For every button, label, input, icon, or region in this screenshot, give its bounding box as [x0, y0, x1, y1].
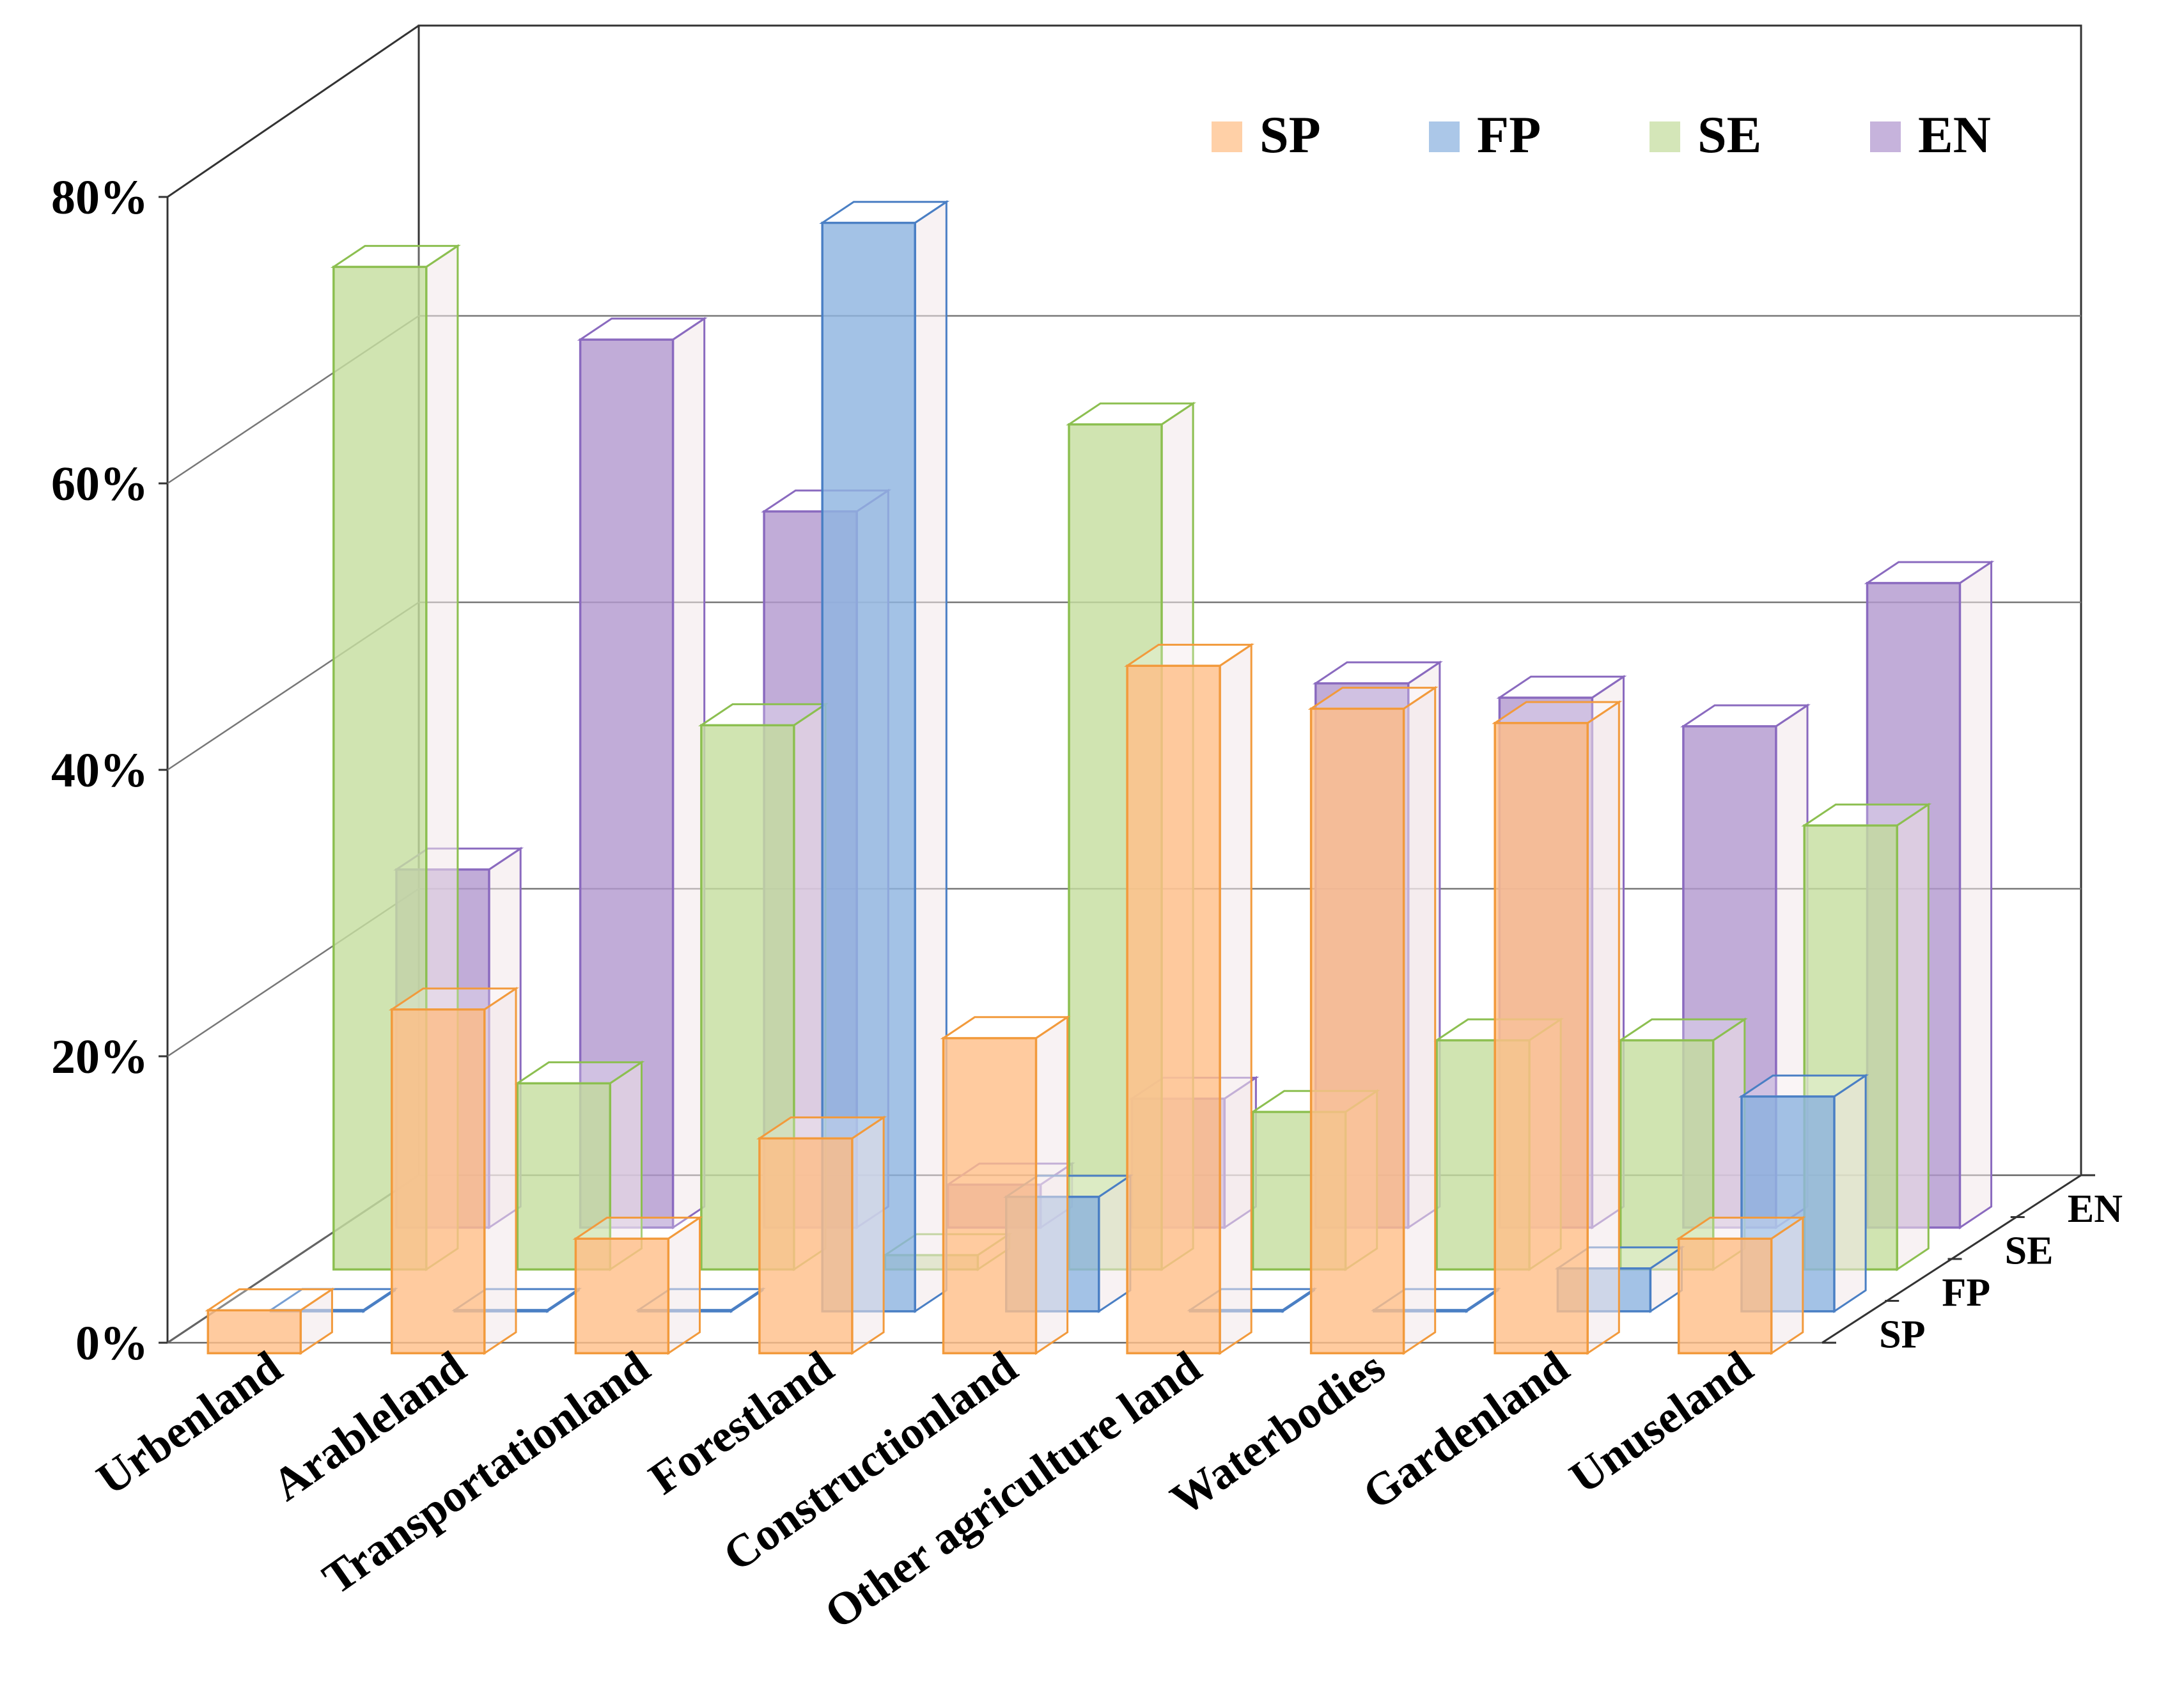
legend-label: SP [1260, 106, 1321, 164]
y-tick-label: 60% [51, 457, 148, 511]
bar-waterbodies-sp [1307, 685, 1439, 1356]
bar-top-face [1307, 687, 1439, 710]
bar-side-face [1896, 802, 1930, 1272]
bar-front-face [1309, 707, 1405, 1355]
bar-arableland-se [514, 1060, 645, 1272]
depth-label-en: EN [2068, 1187, 2123, 1231]
bar-side-face [914, 199, 948, 1313]
bar-side-face [1833, 1074, 1867, 1313]
bar-arableland-en [577, 316, 708, 1230]
bar-top-face [1738, 1074, 1869, 1098]
y-tick-label: 80% [51, 171, 148, 224]
legend-label: EN [1918, 106, 1991, 164]
depth-label-fp: FP [1942, 1271, 1990, 1315]
chart-legend: SP FP SE EN [1212, 106, 1991, 164]
bar-top-face [1312, 661, 1443, 685]
bar-top-face [1124, 643, 1255, 667]
bar-urbenland-sp [205, 1287, 336, 1356]
bar-constructionland-sp [940, 1015, 1071, 1356]
bar-side-face [1403, 685, 1437, 1356]
bar-gardenland-se [1617, 1017, 1748, 1272]
bar-top-face [819, 201, 950, 224]
bar-top-face [572, 1216, 703, 1240]
bar-front-face [574, 1237, 670, 1355]
bar-side-face [851, 1115, 885, 1356]
legend-label: FP [1477, 106, 1541, 164]
bar-side-face [672, 316, 706, 1230]
bar-top-face [577, 317, 708, 341]
bar-side-face [1959, 560, 1993, 1230]
legend-item-en: EN [1870, 106, 1991, 164]
depth-label-sp: SP [1879, 1313, 1925, 1356]
bar-top-face [756, 1116, 887, 1139]
depth-label-se: SE [2005, 1229, 2054, 1272]
chart-bars [205, 199, 1995, 1356]
bar-top-face [205, 1288, 336, 1311]
y-tick-label: 40% [51, 744, 148, 797]
bar-forestland-fp [819, 199, 950, 1313]
bar-other-agriculture-land-sp [1124, 643, 1255, 1356]
bar-front-face [942, 1036, 1038, 1355]
legend-swatch [1870, 121, 1901, 152]
bar-top-face [1492, 701, 1623, 724]
bar-transportationland-se [698, 702, 829, 1272]
bar-top-face [1066, 402, 1197, 426]
bar-front-face [391, 1008, 486, 1355]
bar-top-face [1864, 561, 1995, 584]
bar-side-face [667, 1215, 701, 1356]
bar-top-face [330, 245, 461, 268]
category-label-transportationland: Transportationland [313, 1341, 659, 1604]
bar-side-face [1586, 700, 1620, 1356]
bar-front-face [1126, 664, 1221, 1355]
bar-side-face [483, 987, 517, 1356]
category-label-unuseland: Unuseland [1561, 1341, 1762, 1504]
legend-swatch [1429, 121, 1460, 152]
legend-item-se: SE [1650, 106, 1761, 164]
y-tick-label: 20% [51, 1030, 148, 1084]
bar-forestland-sp [756, 1115, 887, 1356]
bar-gardenland-sp [1492, 700, 1623, 1356]
bar-top-face [1496, 675, 1627, 699]
bar-side-face [1770, 1215, 1804, 1356]
legend-swatch [1212, 121, 1242, 152]
bar-side-face [1219, 643, 1252, 1356]
bar-top-face [388, 987, 519, 1011]
bar-top-face [514, 1061, 645, 1084]
legend-swatch [1650, 121, 1680, 152]
bar-side-face [1035, 1015, 1069, 1356]
bar-arableland-sp [388, 987, 519, 1356]
bar-top-face [1801, 803, 1932, 827]
bar-front-face [758, 1137, 854, 1355]
bar-top-face [1617, 1018, 1748, 1042]
bar-side-face [1098, 1174, 1132, 1313]
bar-front-face [1494, 722, 1589, 1355]
legend-item-sp: SP [1212, 106, 1321, 164]
bar-transportationland-sp [572, 1215, 703, 1356]
bar-top-face [1675, 1216, 1806, 1240]
y-tick-label: 0% [75, 1317, 148, 1370]
bar-top-face [1680, 704, 1811, 728]
bar-front-face [1677, 1237, 1773, 1355]
category-label-gardenland: Gardenland [1353, 1341, 1578, 1520]
legend-item-fp: FP [1429, 106, 1541, 164]
bar-unuseland-sp [1675, 1215, 1806, 1356]
legend-label: SE [1697, 106, 1761, 164]
bar-top-face [940, 1016, 1071, 1040]
